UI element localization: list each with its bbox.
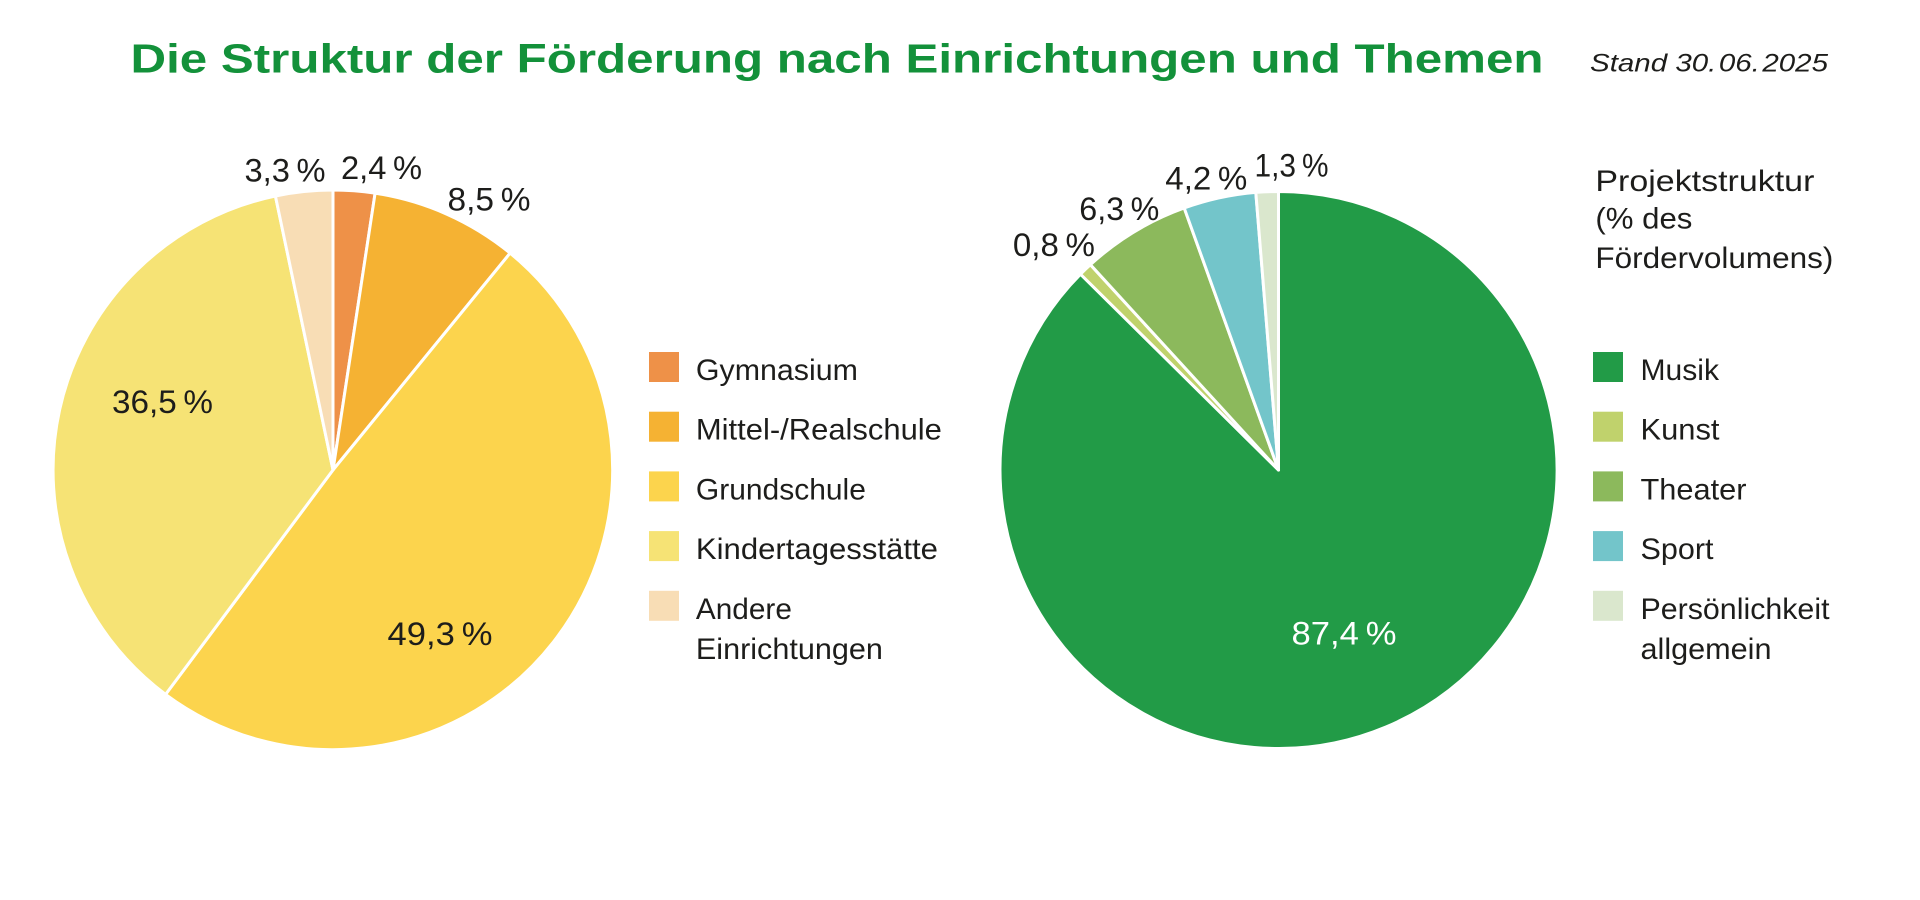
svg-text:3,3 %: 3,3 %	[245, 153, 326, 189]
svg-text:36,5 %: 36,5 %	[112, 384, 213, 420]
svg-text:8,5 %: 8,5 %	[448, 182, 531, 218]
svg-text:2,4 %: 2,4 %	[341, 150, 422, 186]
svg-text:Gymnasium: Gymnasium	[696, 354, 858, 387]
svg-text:Kindertagesstätte: Kindertagesstätte	[696, 533, 938, 566]
svg-text:(% des: (% des	[1595, 202, 1692, 235]
svg-text:Stand 30. 06. 2025: Stand 30. 06. 2025	[1590, 50, 1828, 78]
svg-text:Andere: Andere	[696, 593, 792, 626]
svg-text:Sport: Sport	[1641, 533, 1714, 566]
svg-text:Projektstruktur: Projektstruktur	[1595, 165, 1814, 198]
svg-text:Kunst: Kunst	[1641, 414, 1720, 447]
svg-text:0,8 %: 0,8 %	[1013, 227, 1095, 263]
svg-text:Grundschule: Grundschule	[696, 473, 866, 506]
svg-text:Einrichtungen: Einrichtungen	[696, 633, 883, 666]
svg-text:4,2 %: 4,2 %	[1165, 161, 1247, 197]
svg-text:allgemein: allgemein	[1641, 633, 1772, 666]
svg-text:1,3 %: 1,3 %	[1255, 148, 1329, 184]
svg-text:49,3 %: 49,3 %	[388, 616, 493, 652]
svg-text:Theater: Theater	[1641, 473, 1747, 506]
svg-text:Fördervolumens): Fördervolumens)	[1595, 242, 1833, 275]
svg-text:Die Struktur der Förderung nac: Die Struktur der Förderung nach Einricht…	[131, 36, 1544, 82]
svg-text:87,4 %: 87,4 %	[1292, 616, 1397, 652]
svg-text:Musik: Musik	[1641, 354, 1720, 387]
svg-text:6,3 %: 6,3 %	[1079, 191, 1159, 227]
svg-text:Mittel-/Realschule: Mittel-/Realschule	[696, 414, 942, 447]
svg-text:Persönlichkeit: Persönlichkeit	[1641, 593, 1830, 626]
